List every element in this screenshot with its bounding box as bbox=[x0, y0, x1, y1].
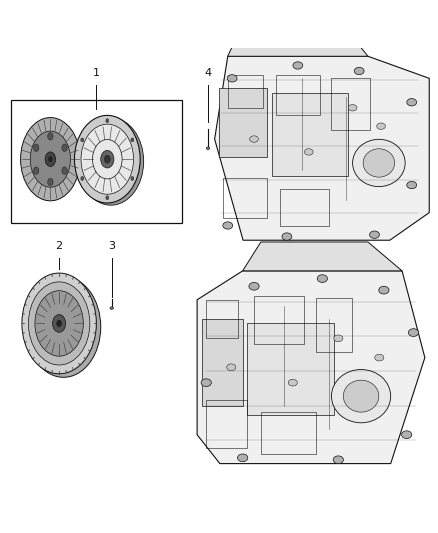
Ellipse shape bbox=[28, 282, 90, 365]
Ellipse shape bbox=[81, 176, 84, 181]
Polygon shape bbox=[215, 56, 429, 240]
Ellipse shape bbox=[227, 364, 236, 370]
Ellipse shape bbox=[343, 380, 379, 412]
Ellipse shape bbox=[407, 99, 417, 106]
Ellipse shape bbox=[333, 456, 343, 464]
Ellipse shape bbox=[49, 157, 52, 161]
Text: 2: 2 bbox=[56, 241, 63, 251]
Bar bbox=[261, 411, 315, 454]
Bar bbox=[315, 298, 352, 352]
Ellipse shape bbox=[78, 118, 144, 205]
Bar bbox=[254, 296, 304, 344]
Ellipse shape bbox=[249, 282, 259, 290]
Ellipse shape bbox=[57, 320, 62, 327]
Ellipse shape bbox=[45, 152, 56, 166]
Ellipse shape bbox=[237, 454, 248, 462]
Bar bbox=[280, 189, 328, 225]
Ellipse shape bbox=[81, 124, 134, 194]
Ellipse shape bbox=[26, 277, 101, 377]
Ellipse shape bbox=[379, 286, 389, 294]
Polygon shape bbox=[228, 23, 368, 56]
Ellipse shape bbox=[370, 231, 379, 238]
Bar bbox=[272, 93, 348, 176]
Ellipse shape bbox=[354, 67, 364, 75]
Ellipse shape bbox=[227, 75, 237, 82]
Bar bbox=[201, 319, 243, 406]
Ellipse shape bbox=[317, 274, 328, 282]
Ellipse shape bbox=[407, 181, 417, 189]
Ellipse shape bbox=[81, 138, 84, 142]
Ellipse shape bbox=[408, 329, 419, 336]
Ellipse shape bbox=[293, 62, 303, 69]
Ellipse shape bbox=[402, 431, 412, 439]
Ellipse shape bbox=[30, 131, 71, 187]
Ellipse shape bbox=[104, 155, 110, 163]
Bar bbox=[11, 100, 182, 223]
Ellipse shape bbox=[106, 196, 109, 200]
Ellipse shape bbox=[106, 119, 109, 123]
Bar bbox=[206, 300, 238, 338]
Ellipse shape bbox=[363, 149, 395, 177]
Ellipse shape bbox=[334, 335, 343, 342]
Bar bbox=[331, 78, 370, 130]
Ellipse shape bbox=[223, 222, 233, 229]
Ellipse shape bbox=[348, 104, 357, 111]
Ellipse shape bbox=[74, 115, 140, 203]
Ellipse shape bbox=[282, 233, 292, 240]
Ellipse shape bbox=[62, 144, 67, 151]
Ellipse shape bbox=[131, 138, 134, 142]
Ellipse shape bbox=[201, 379, 211, 386]
Bar bbox=[223, 177, 267, 218]
Ellipse shape bbox=[375, 354, 384, 361]
Ellipse shape bbox=[33, 144, 39, 151]
Bar bbox=[219, 87, 267, 157]
Bar bbox=[228, 75, 263, 108]
Bar bbox=[247, 323, 334, 415]
Ellipse shape bbox=[250, 136, 258, 142]
Ellipse shape bbox=[48, 133, 53, 140]
Ellipse shape bbox=[353, 139, 405, 187]
Ellipse shape bbox=[110, 307, 113, 310]
Ellipse shape bbox=[101, 150, 114, 168]
Text: 1: 1 bbox=[93, 68, 100, 78]
Ellipse shape bbox=[377, 123, 385, 130]
Ellipse shape bbox=[53, 314, 66, 332]
Ellipse shape bbox=[22, 273, 96, 374]
Bar bbox=[206, 400, 247, 448]
Text: 3: 3 bbox=[108, 241, 115, 251]
Ellipse shape bbox=[206, 147, 210, 150]
Ellipse shape bbox=[288, 379, 297, 386]
Ellipse shape bbox=[33, 167, 39, 174]
Polygon shape bbox=[197, 271, 425, 464]
Ellipse shape bbox=[131, 176, 134, 181]
Text: 4: 4 bbox=[205, 68, 212, 78]
Ellipse shape bbox=[304, 149, 313, 155]
Ellipse shape bbox=[21, 118, 80, 201]
Ellipse shape bbox=[35, 290, 83, 356]
Bar bbox=[276, 75, 320, 115]
Ellipse shape bbox=[48, 179, 53, 186]
Ellipse shape bbox=[62, 167, 67, 174]
Ellipse shape bbox=[332, 369, 391, 423]
Polygon shape bbox=[243, 242, 402, 271]
